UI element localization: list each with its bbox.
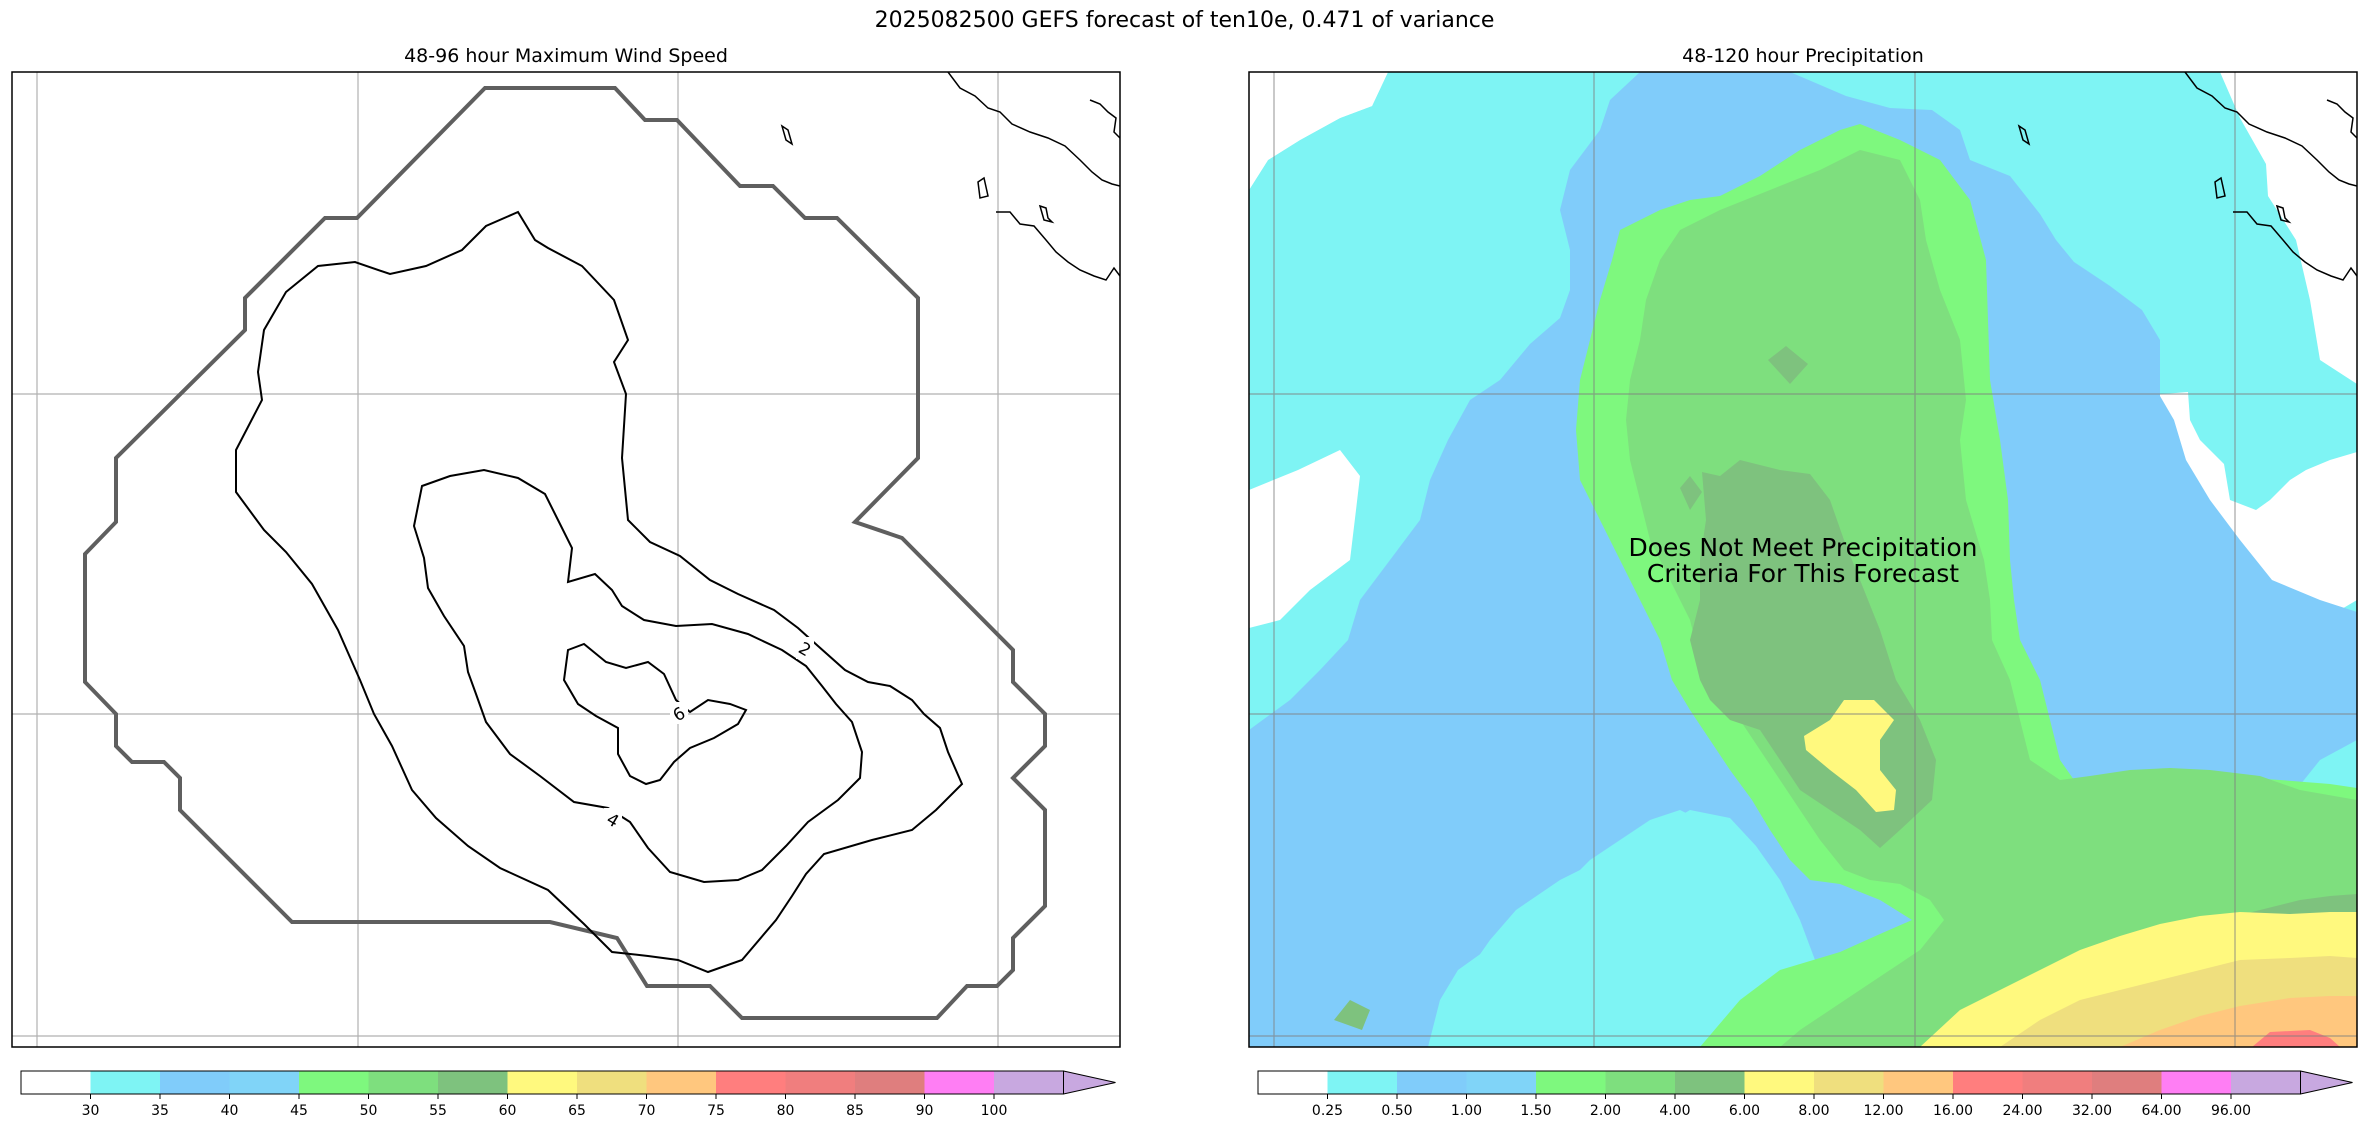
right-colorbar-segment: [1814, 1071, 1884, 1094]
contour-6: [562, 642, 748, 786]
right-colorbar-tick-label: 16.00: [1933, 1103, 1973, 1119]
overlay-text-line-1: Does Not Meet Precipitation: [1629, 533, 1978, 562]
right-colorbar-segment: [1953, 1071, 2023, 1094]
left-colorbar-tick-label: 50: [360, 1103, 378, 1119]
left-colorbar-segment: [646, 1071, 717, 1094]
left-colorbar-tick-label: 75: [707, 1103, 725, 1119]
right-colorbar-tick-label: 0.50: [1381, 1103, 1412, 1119]
left-colorbar-extend-arrow: [1063, 1070, 1116, 1095]
left-colorbar-segment: [21, 1071, 91, 1094]
left-colorbar-segment: [299, 1071, 369, 1094]
right-map-frame: [1248, 71, 2358, 1048]
left-colorbar-segment: [855, 1071, 925, 1094]
wind-speed-map: 2 4 6: [12, 72, 1120, 1047]
right-colorbar-tick-label: 24.00: [2002, 1103, 2042, 1119]
left-panel-title: 48-96 hour Maximum Wind Speed: [404, 45, 728, 67]
left-colorbar-segment: [994, 1071, 1064, 1094]
right-coastline: [2017, 72, 2357, 281]
right-colorbar-tick-label: 1.00: [1451, 1103, 1482, 1119]
left-colorbar-segment: [229, 1071, 300, 1094]
left-colorbar-tick-label: 100: [981, 1103, 1008, 1119]
contour-4: [412, 468, 864, 884]
right-colorbar-tick-label: 6.00: [1729, 1103, 1760, 1119]
right-colorbar-segment: [2022, 1071, 2093, 1094]
left-colorbar-tick-label: 35: [151, 1103, 169, 1119]
left-colorbar-segment: [716, 1071, 786, 1094]
right-colorbar-tick-label: 64.00: [2141, 1103, 2181, 1119]
precip-patch-cyan: [1450, 810, 1818, 1047]
figure-title: 2025082500 GEFS forecast of ten10e, 0.47…: [874, 8, 1495, 33]
left-colorbar-tick-label: 85: [846, 1103, 864, 1119]
left-colorbar-tick-label: 90: [916, 1103, 934, 1119]
left-colorbar-tick-label: 60: [499, 1103, 517, 1119]
right-colorbar-segment: [1327, 1071, 1398, 1094]
right-colorbar-tick-label: 0.25: [1312, 1103, 1343, 1119]
precip-band-200: [1626, 150, 2357, 1047]
left-colorbar-segment: [438, 1071, 508, 1094]
right-colorbar-tick-label: 4.00: [1659, 1103, 1690, 1119]
precipitation-map: Does Not Meet Precipitation Criteria For…: [1249, 72, 2357, 1047]
right-colorbar-tick-label: 12.00: [1863, 1103, 1903, 1119]
left-coastline: [780, 72, 1120, 281]
right-colorbar-tick-label: 2.00: [1590, 1103, 1621, 1119]
right-colorbar-segment: [1744, 1071, 1815, 1094]
right-panel-title: 48-120 hour Precipitation: [1682, 45, 1924, 67]
right-colorbar-extend-arrow: [2300, 1070, 2353, 1095]
left-colorbar-segment: [577, 1071, 647, 1094]
left-map-frame: [11, 71, 1121, 1048]
right-colorbar-segment: [2161, 1071, 2232, 1094]
right-colorbar-segment: [1675, 1071, 1745, 1094]
right-colorbar-tick-label: 32.00: [2072, 1103, 2112, 1119]
left-gridlines: [12, 72, 1120, 1047]
right-colorbar-segment: [2092, 1071, 2162, 1094]
right-colorbar-segment: [1258, 1071, 1328, 1094]
left-colorbar-segment: [90, 1071, 161, 1094]
right-gridlines: [1249, 72, 2357, 1047]
right-colorbar-tick-label: 96.00: [2211, 1103, 2251, 1119]
right-colorbar-segment: [1883, 1071, 1954, 1094]
contour-2: [235, 210, 964, 974]
right-colorbar-segment: [1397, 1071, 1467, 1094]
right-colorbar-segment: [2231, 1071, 2301, 1094]
left-colorbar-segment: [924, 1071, 995, 1094]
left-colorbar-segment: [368, 1071, 439, 1094]
left-colorbar-tick-label: 80: [777, 1103, 795, 1119]
overlay-text-line-2: Criteria For This Forecast: [1647, 559, 1959, 588]
right-colorbar-segment: [1605, 1071, 1676, 1094]
left-colorbar-tick-label: 30: [82, 1103, 100, 1119]
left-colorbar: 30 35 40 45 50 55 60 65 70 75 80 85 90 100: [20, 1070, 1116, 1119]
left-colorbar-tick-label: 40: [221, 1103, 239, 1119]
left-colorbar-segment: [785, 1071, 856, 1094]
right-colorbar-tick-label: 1.50: [1520, 1103, 1551, 1119]
left-colorbar-tick-label: 45: [290, 1103, 308, 1119]
precip-band-600: [1804, 700, 1896, 812]
left-colorbar-tick-label: 55: [429, 1103, 447, 1119]
contour-labels: 2 4 6: [603, 637, 814, 832]
left-colorbar-tick-label: 65: [568, 1103, 586, 1119]
right-colorbar-segment: [1466, 1071, 1537, 1094]
right-colorbar-segment: [1536, 1071, 1606, 1094]
outer-contour: [83, 86, 1047, 1020]
left-colorbar-tick-label: 70: [638, 1103, 656, 1119]
left-colorbar-segment: [160, 1071, 230, 1094]
right-colorbar-tick-label: 8.00: [1798, 1103, 1829, 1119]
right-colorbar: 0.25 0.50 1.00 1.50 2.00 4.00 6.00 8.00 12.00 16.…: [1257, 1070, 2353, 1119]
left-colorbar-segment: [507, 1071, 578, 1094]
